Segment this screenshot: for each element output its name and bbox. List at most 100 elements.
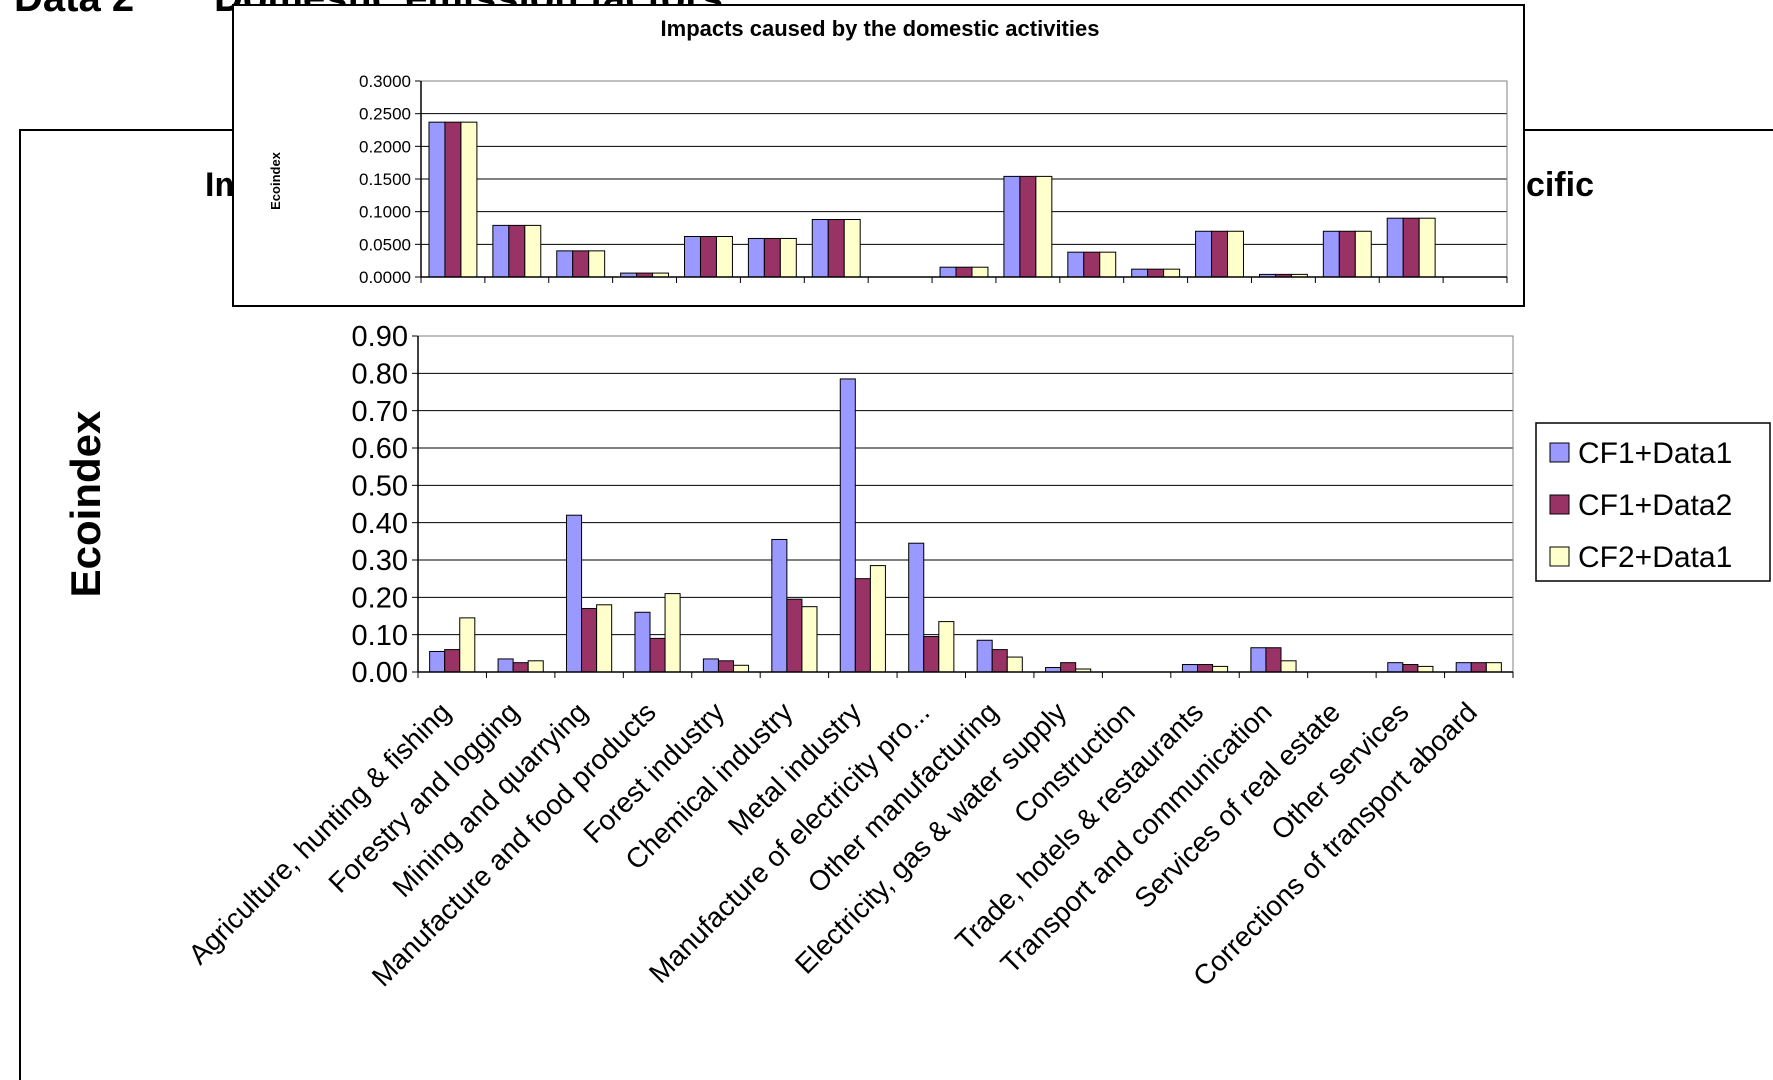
inset-y-tick-label: 0.0000 [359, 268, 411, 287]
inset-chart: Impacts caused by the domestic activitie… [232, 4, 1525, 307]
inset-bar-series-2 [1338, 230, 1356, 278]
inset-grid [421, 80, 1507, 245]
main-axes [412, 335, 1514, 678]
inset-chart-title: Impacts caused by the domestic activitie… [661, 16, 1100, 41]
inset-bar-series-1 [684, 235, 701, 278]
inset-chart-svg: Impacts caused by the domestic activitie… [268, 16, 1508, 287]
legend-swatch-cf1-data1 [1549, 442, 1570, 463]
main-bar-cf1-data1 [1181, 664, 1199, 673]
inset-bar-series-3 [779, 237, 797, 278]
main-bar-cf1-data2 [444, 649, 461, 673]
main-bars [429, 378, 1502, 673]
main-bar-cf1-data2 [1265, 647, 1282, 673]
main-bar-cf1-data2 [717, 660, 734, 673]
main-y-tick-label: 0.00 [352, 657, 408, 689]
inset-bar-series-1 [747, 237, 765, 278]
inset-bar-series-3 [843, 219, 861, 278]
inset-bar-series-2 [827, 219, 845, 278]
main-bar-cf1-data1 [1387, 662, 1404, 673]
main-y-tick-label: 0.70 [352, 396, 408, 428]
main-bar-cf2-data1 [1212, 665, 1229, 673]
main-y-tick-label: 0.10 [352, 620, 408, 652]
inset-bar-series-3 [524, 224, 542, 278]
main-y-tick-label: 0.60 [352, 433, 408, 465]
main-bar-cf2-data1 [1417, 665, 1434, 673]
main-y-tick-label: 0.40 [352, 508, 408, 540]
inset-bars [428, 121, 1436, 278]
inset-chart-y-axis-label: Ecoindex [268, 151, 283, 210]
legend: CF1+Data1 CF1+Data2 CF2+Data1 [1535, 422, 1771, 582]
legend-swatch-cf2-data1 [1549, 546, 1570, 567]
inset-bar-series-1 [556, 250, 574, 278]
main-y-tick-labels: 0.00 0.10 0.20 0.30 0.40 0.50 0.60 0.70 0.80 0.90 [352, 321, 408, 689]
inset-y-tick-label: 0.2500 [359, 105, 411, 124]
legend-label-cf1-data2: CF1+Data2 [1578, 489, 1732, 522]
main-bar-cf2-data1 [527, 660, 544, 673]
main-bar-cf2-data1 [869, 565, 886, 673]
inset-y-tick-label: 0.3000 [359, 72, 411, 91]
inset-bar-series-3 [1418, 217, 1436, 278]
main-bar-cf2-data1 [1006, 656, 1023, 673]
main-bar-cf1-data2 [649, 637, 666, 673]
inset-bar-series-2 [955, 266, 973, 278]
main-bar-cf2-data1 [1485, 662, 1502, 673]
legend-label-cf1-data1: CF1+Data1 [1578, 437, 1732, 470]
main-bar-cf1-data1 [839, 378, 856, 673]
main-bar-cf1-data2 [1060, 662, 1077, 673]
inset-bar-series-1 [1067, 251, 1085, 278]
main-y-tick-label: 0.50 [352, 470, 408, 502]
main-bar-cf1-data1 [497, 658, 514, 673]
main-bar-cf2-data1 [596, 604, 613, 673]
legend-box [1535, 422, 1771, 582]
inset-bar-series-3 [971, 266, 989, 278]
inset-bar-series-2 [572, 250, 590, 278]
inset-bar-series-1 [1131, 268, 1149, 278]
main-bar-cf1-data1 [1250, 647, 1267, 673]
inset-bar-series-3 [1227, 230, 1244, 278]
main-bar-cf1-data2 [854, 578, 871, 673]
main-bar-cf1-data2 [786, 598, 803, 673]
inset-bar-series-3 [1035, 175, 1053, 278]
inset-y-tick-label: 0.0500 [359, 235, 411, 254]
main-bar-cf2-data1 [801, 606, 818, 673]
inset-bar-series-1 [939, 266, 957, 278]
inset-bar-series-2 [699, 235, 717, 278]
main-chart-y-axis-label: Ecoindex [62, 410, 109, 597]
inset-bar-series-3 [715, 235, 733, 278]
inset-bar-series-2 [1211, 230, 1229, 278]
inset-bar-series-3 [1099, 251, 1117, 278]
main-bar-cf1-data2 [512, 662, 529, 673]
inset-y-tick-label: 0.1500 [359, 170, 411, 189]
main-bar-cf1-data1 [1455, 662, 1472, 673]
legend-label-cf2-data1: CF2+Data1 [1578, 541, 1732, 574]
inset-bar-series-1 [1322, 230, 1340, 278]
main-bar-cf1-data1 [634, 611, 651, 673]
main-bar-cf1-data1 [771, 538, 788, 673]
main-bar-cf2-data1 [1280, 660, 1297, 673]
inset-bar-series-2 [508, 224, 526, 278]
main-y-tick-label: 0.30 [352, 545, 408, 577]
main-bar-cf1-data1 [429, 650, 446, 673]
main-bar-cf2-data1 [664, 593, 681, 673]
main-bar-cf2-data1 [938, 621, 955, 673]
main-bar-cf2-data1 [459, 617, 476, 673]
main-bar-cf1-data1 [976, 639, 993, 673]
main-bar-cf1-data2 [1197, 664, 1214, 673]
inset-bar-series-1 [428, 121, 446, 278]
main-chart-title-right: cific [1526, 166, 1594, 204]
inset-bar-series-2 [1019, 175, 1037, 278]
main-y-tick-label: 0.90 [352, 321, 408, 353]
main-y-tick-label: 0.20 [352, 582, 408, 614]
main-bar-cf2-data1 [732, 664, 750, 673]
inset-bar-series-1 [1195, 230, 1213, 278]
main-bar-cf1-data2 [991, 649, 1008, 673]
inset-bar-series-1 [492, 224, 510, 278]
inset-bar-series-3 [588, 250, 606, 278]
inset-bar-series-2 [763, 237, 781, 278]
inset-y-tick-label: 0.1000 [359, 203, 411, 222]
main-bar-cf1-data1 [566, 514, 583, 673]
main-y-tick-label: 0.80 [352, 358, 408, 390]
inset-bar-series-3 [1163, 268, 1181, 278]
legend-swatch-cf1-data2 [1549, 494, 1570, 515]
inset-bar-series-1 [811, 219, 829, 278]
